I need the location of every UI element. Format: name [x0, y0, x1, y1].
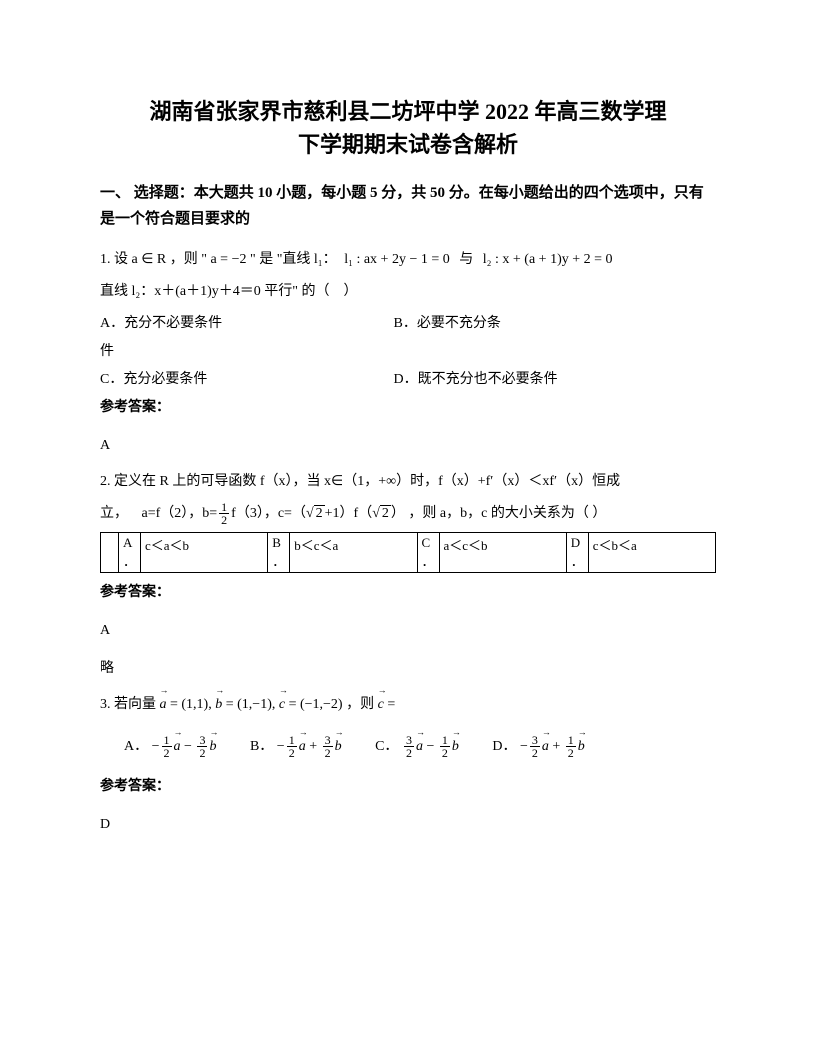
q2-l2-a: 立，: [100, 506, 128, 521]
section-1-header: 一、 选择题：本大题共 10 小题，每小题 5 分，共 50 分。在每小题给出的…: [100, 181, 716, 232]
q3-text-1: 3. 若向量: [100, 697, 156, 712]
question-2-line1: 2. 定义在 R 上的可导函数 f（x），当 x∈（1，+∞）时，f（x）+f′…: [100, 468, 716, 496]
q1-opt-c: C．充分必要条件: [100, 366, 390, 394]
q2-omit: 略: [100, 655, 716, 683]
q1-answer: A: [100, 432, 716, 460]
q1-opt-b: B．必要不充分条: [394, 316, 501, 331]
q2-l2-f: ，则 a，b，c 的大小关系为（ ）: [408, 506, 606, 521]
q2-answer-label: 参考答案：: [100, 579, 716, 607]
question-1: 1. 设 a ∈ R ，则 " a = −2 " 是 "直线 l₁： l₁ : …: [100, 246, 716, 274]
q3-formula-2: c =: [378, 697, 396, 712]
q2-sqrt-2: √2: [372, 506, 391, 521]
q1-formula-c: l₁ : ax + 2y − 1 = 0: [344, 252, 450, 267]
q3-opt-c: C． 32a − 12b: [375, 733, 459, 761]
q2-frac-1: 12: [219, 501, 229, 527]
q3-answer-label: 参考答案：: [100, 773, 716, 801]
q1-text-4: 与: [459, 252, 473, 267]
table-cell: D．: [566, 533, 588, 573]
q1-opt-d: D．既不充分也不必要条件: [394, 372, 558, 387]
table-cell: [101, 533, 119, 573]
q3-answer: D: [100, 811, 716, 839]
question-3: 3. 若向量 a = (1,1), b = (1,−1), c = (−1,−2…: [100, 691, 716, 719]
q1-text-2: ，则 ": [170, 252, 207, 267]
q1-options-row1: A．充分不必要条件 B．必要不充分条: [100, 310, 716, 338]
q2-option-table: A． c＜a＜b B． b＜c＜a C． a＜c＜b D． c＜b＜a: [100, 532, 716, 573]
q1-opt-b-cont: 件: [100, 338, 716, 366]
table-cell: C．: [417, 533, 439, 573]
q3-opt-d: D． −32a + 12b: [492, 733, 584, 761]
table-cell: A．: [119, 533, 141, 573]
q1-options-row2: C．充分必要条件 D．既不充分也不必要条件: [100, 366, 716, 394]
q1-formula-a: a ∈ R: [132, 252, 167, 267]
q2-l2-b: a=f（2），b=: [142, 506, 218, 521]
q1-formula-d: l₂ : x + (a + 1)y + 2 = 0: [483, 252, 613, 267]
q2-cell-d: c＜b＜a: [588, 533, 715, 573]
title-line-2: 下学期期末试卷含解析: [100, 128, 716, 161]
q3-text-2: ，则: [346, 697, 374, 712]
q3-options: A． −12a − 32b B． −12a + 32b C． 32a − 12b…: [100, 733, 716, 761]
question-2-line2: 立， a=f（2），b=12f（3），c=（√2+1）f（√2） ，则 a，b，…: [100, 500, 716, 528]
q1-formula-b: a = −2: [210, 252, 246, 267]
q3-opt-b: B． −12a + 32b: [250, 733, 342, 761]
title-line-1: 湖南省张家界市慈利县二坊坪中学 2022 年高三数学理: [100, 95, 716, 128]
table-cell: B．: [268, 533, 290, 573]
q2-cell-b: b＜c＜a: [290, 533, 417, 573]
q2-cell-c: a＜c＜b: [439, 533, 566, 573]
q3-opt-a: A． −12a − 32b: [124, 733, 216, 761]
q2-sqrt-1: √2: [306, 506, 325, 521]
q1-text-3: " 是 "直线 l₁：: [250, 252, 337, 267]
q1-answer-label: 参考答案：: [100, 394, 716, 422]
q3-formula-1: a = (1,1), b = (1,−1), c = (−1,−2): [160, 697, 343, 712]
q2-l2-e: ）: [391, 506, 405, 521]
q2-cell-a: c＜a＜b: [141, 533, 268, 573]
q1-line2: 直线 l₂：x＋(a＋1)y＋4＝0 平行" 的（ ）: [100, 278, 716, 306]
q2-l2-c: f（3），c=（: [231, 506, 306, 521]
q2-l2-d: +1）f（: [325, 506, 373, 521]
q1-text-1: 1. 设: [100, 252, 128, 267]
q1-opt-a: A．充分不必要条件: [100, 310, 390, 338]
q2-answer: A: [100, 617, 716, 645]
